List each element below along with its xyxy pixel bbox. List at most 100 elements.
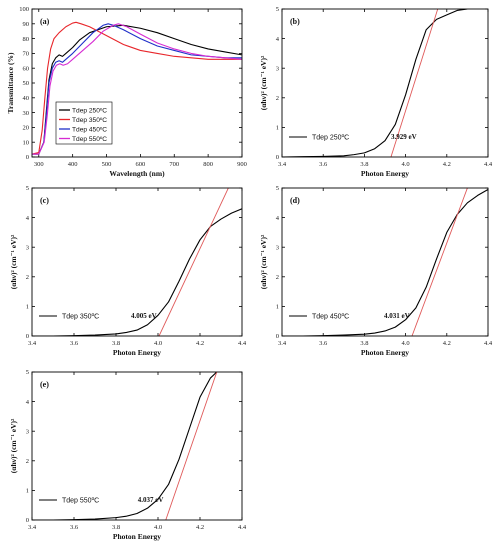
y-axis-label: Transmittance (%): [6, 52, 15, 113]
bandgap-annotation: 4.031 eV: [384, 312, 410, 320]
x-tick-label: 700: [169, 161, 179, 168]
plot-frame: [31, 8, 243, 158]
panel-label: (b): [290, 17, 300, 26]
y-tick-label: 4: [26, 215, 30, 222]
x-tick-label: 3.4: [278, 161, 287, 168]
y-tick-label: 0: [26, 333, 29, 340]
series-line-2: [32, 21, 242, 155]
legend-label: Tdep 250ºC: [312, 135, 349, 142]
x-tick-label: 4.2: [443, 340, 451, 347]
fit-line: [165, 372, 218, 520]
x-tick-label: 4.2: [196, 340, 204, 347]
bandgap-annotation: 4.005 eV: [131, 312, 157, 320]
x-tick-label: 4.2: [196, 524, 204, 531]
x-tick-label: 3.6: [70, 524, 79, 531]
legend-label: Tdep 450ºC: [312, 314, 349, 321]
plot-area: [32, 372, 218, 520]
y-tick-label: 1: [276, 304, 279, 311]
bandgap-annotation: 3.929 eV: [391, 133, 417, 141]
x-tick-label: 600: [136, 161, 146, 168]
x-tick-label: 4.0: [154, 340, 162, 347]
series-line-4: [32, 23, 242, 155]
y-tick-label: 1: [26, 488, 29, 495]
legend-label: Tdep 350ºC: [62, 314, 99, 321]
legend-label: Tdep 350ºC: [72, 117, 107, 124]
legend-label: Tdep 550ºC: [62, 498, 99, 505]
y-axis-label: (αhν)² (cm⁻¹ eV)²: [9, 234, 18, 289]
x-tick-label: 3.6: [70, 340, 79, 347]
y-tick-label: 3: [26, 428, 29, 435]
y-tick-label: 2: [276, 274, 279, 281]
fit-line: [390, 9, 439, 157]
y-tick-label: 0: [276, 154, 279, 161]
y-tick-label: 10: [23, 139, 30, 146]
x-tick-label: 4.4: [238, 340, 247, 347]
plot-area: [282, 188, 488, 336]
y-tick-label: 40: [23, 95, 30, 102]
plot-area: [282, 9, 468, 157]
x-tick-label: 500: [102, 161, 112, 168]
x-tick-label: 4.4: [484, 161, 493, 168]
y-tick-label: 5: [276, 6, 279, 13]
panel-label: (a): [40, 17, 50, 26]
x-tick-label: 3.4: [28, 524, 37, 531]
x-tick-label: 4.0: [154, 524, 162, 531]
x-tick-label: 300: [34, 161, 44, 168]
y-tick-label: 3: [276, 244, 279, 251]
chart-panel-4: 3.4 3.6 3.8 4.0 4.2 4.4 0 1 2 3 4 5 (d) Photon Energy…: [259, 185, 493, 357]
y-tick-label: 0: [26, 154, 29, 161]
x-tick-label: 4.4: [484, 340, 493, 347]
y-tick-label: 1: [276, 125, 279, 132]
panel-label: (c): [40, 196, 49, 205]
x-tick-label: 4.2: [443, 161, 451, 168]
series-line-1: [282, 9, 468, 157]
x-axis-label: Photon Energy: [113, 532, 161, 541]
y-tick-label: 90: [23, 21, 30, 28]
series-line-1: [32, 372, 218, 520]
y-tick-label: 2: [26, 274, 29, 281]
x-tick-label: 3.8: [360, 161, 368, 168]
y-tick-label: 0: [26, 517, 29, 524]
y-tick-label: 2: [276, 95, 279, 102]
chart-panel-3: 3.4 3.6 3.8 4.0 4.2 4.4 0 1 2 3 4 5 (c) Photon Energy…: [9, 185, 247, 357]
series-line-3: [32, 23, 242, 155]
y-tick-label: 60: [23, 65, 30, 72]
y-axis-label: (αhν)² (cm⁻¹ eV)²: [259, 234, 268, 289]
x-axis-label: Photon Energy: [113, 348, 161, 357]
x-tick-label: 400: [68, 161, 78, 168]
y-tick-label: 5: [26, 185, 29, 192]
y-tick-label: 80: [23, 36, 30, 43]
plot-frame: [281, 8, 489, 158]
y-tick-label: 4: [276, 215, 280, 222]
x-tick-label: 4.0: [402, 340, 410, 347]
fit-line: [158, 188, 229, 336]
x-tick-label: 4.4: [238, 524, 247, 531]
plot-frame: [31, 371, 243, 521]
panel-label: (d): [290, 196, 300, 205]
y-tick-label: 5: [26, 369, 29, 376]
panel-label: (e): [40, 380, 49, 389]
x-tick-label: 3.6: [319, 340, 328, 347]
x-tick-label: 4.0: [402, 161, 410, 168]
chart-panel-5: 3.4 3.6 3.8 4.0 4.2 4.4 0 1 2 3 4 5 (e) Photon Energy…: [9, 369, 247, 541]
x-tick-label: 3.8: [112, 340, 120, 347]
fit-line: [411, 188, 468, 336]
x-tick-label: 900: [237, 161, 247, 168]
bandgap-annotation: 4.037 eV: [138, 496, 164, 504]
y-tick-label: 70: [23, 51, 30, 58]
series-line-1: [32, 208, 242, 336]
y-tick-label: 100: [19, 6, 29, 13]
x-tick-label: 3.8: [112, 524, 120, 531]
series-line-1: [282, 189, 488, 336]
legend-label: Tdep 250ºC: [72, 107, 107, 114]
y-tick-label: 50: [23, 80, 30, 87]
y-tick-label: 5: [276, 185, 279, 192]
y-tick-label: 4: [26, 399, 30, 406]
legend-label: Tdep 450ºC: [72, 126, 107, 133]
y-tick-label: 2: [26, 458, 29, 465]
y-tick-label: 20: [23, 125, 30, 132]
y-tick-label: 0: [276, 333, 279, 340]
x-tick-label: 3.4: [28, 340, 37, 347]
x-tick-label: 800: [203, 161, 213, 168]
